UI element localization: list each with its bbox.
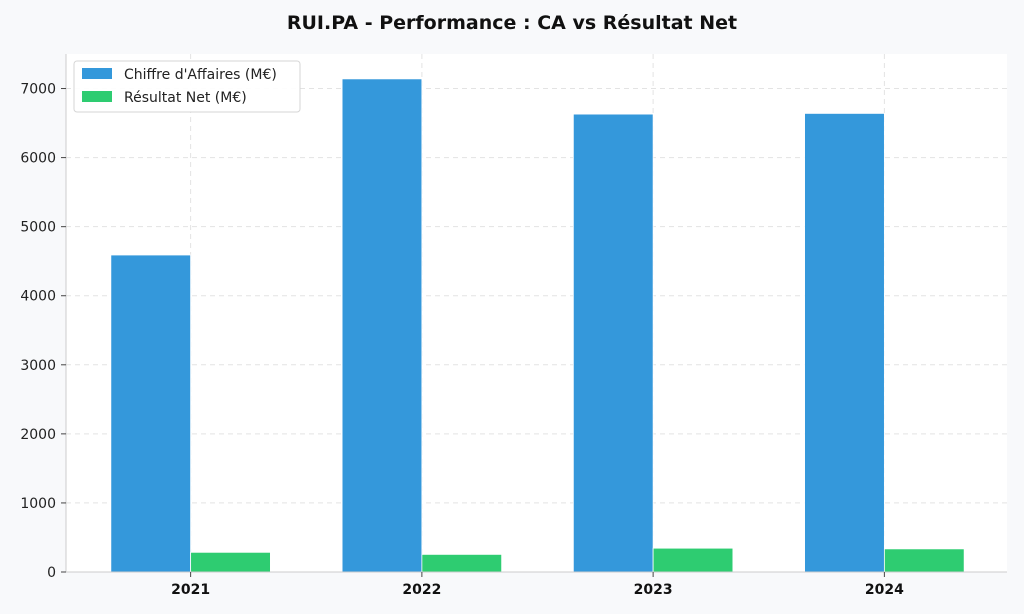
x-tick-label: 2021: [171, 582, 210, 598]
legend-box: [73, 60, 301, 113]
bar-resultat-net-2024: [883, 548, 965, 573]
legend-swatch-resultat-net: [82, 91, 112, 102]
y-tick-label: 3000: [20, 358, 56, 374]
bars: [110, 78, 965, 573]
y-tick-label: 2000: [20, 427, 56, 443]
chart-title: RUI.PA - Performance : CA vs Résultat Ne…: [286, 12, 738, 34]
bar-chiffre-affaires-2022: [341, 78, 423, 573]
x-tick-label: 2022: [402, 582, 441, 598]
x-tick-label: 2024: [865, 582, 904, 598]
x-tick-label: 2023: [634, 582, 673, 598]
bar-resultat-net-2022: [421, 553, 503, 573]
y-tick-label: 0: [47, 565, 56, 581]
bar-chiffre-affaires-2024: [804, 112, 885, 573]
bar-resultat-net-2021: [190, 551, 271, 573]
legend: Chiffre d'Affaires (M€) Résultat Net (M€): [73, 60, 301, 113]
y-tick-label: 4000: [20, 289, 56, 305]
bar-chiffre-affaires-2023: [572, 113, 654, 573]
legend-label-chiffre-affaires: Chiffre d'Affaires (M€): [124, 67, 277, 83]
y-tick-label: 7000: [20, 82, 56, 98]
axes: [65, 54, 1007, 573]
bar-chiffre-affaires-2021: [110, 254, 192, 573]
legend-swatch-chiffre-affaires: [82, 68, 112, 79]
y-tick-label: 6000: [20, 151, 56, 167]
tick-labels: 0 1000 2000 3000 4000 5000 6000 7000 2021 2022 202…: [20, 82, 904, 598]
y-tick-label: 1000: [20, 496, 56, 512]
y-tick-label: 5000: [20, 220, 56, 236]
bar-resultat-net-2023: [652, 547, 734, 573]
legend-label-resultat-net: Résultat Net (M€): [124, 90, 247, 106]
